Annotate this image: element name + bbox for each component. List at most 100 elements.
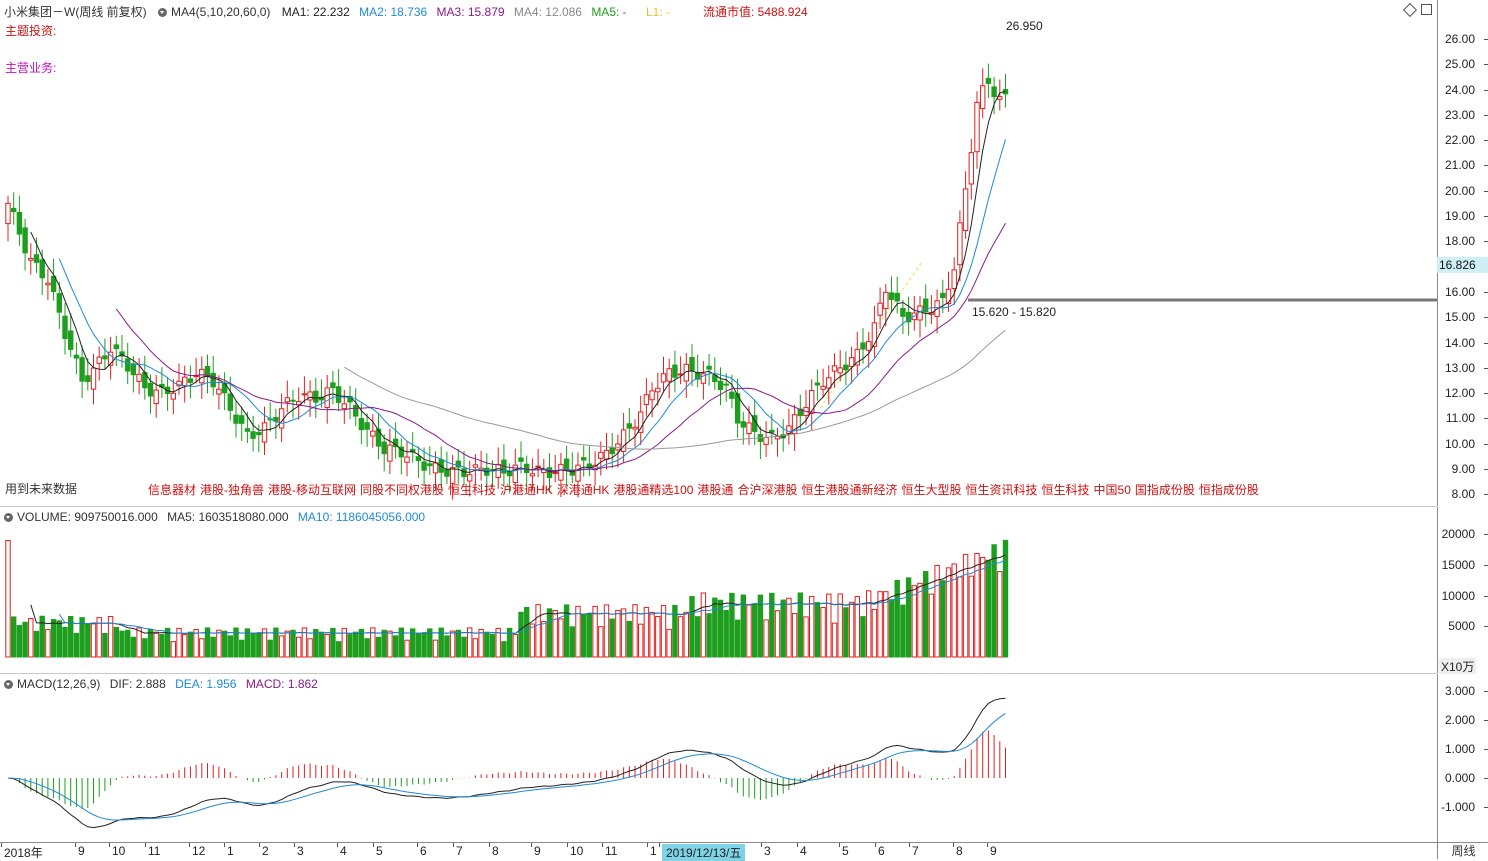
price-pane[interactable]: 小米集团－W(周线 前复权) MA4(5,10,20,60,0) MA1: 22… — [0, 0, 1437, 507]
concept-tag[interactable]: 恒指成份股 — [1198, 483, 1259, 497]
concept-strip: 信息器材 港股-独角兽 港股-移动互联网 同股不同权港股 恒生科技 沪港通HK 深港通HK 港… — [148, 481, 1263, 498]
volume-bar — [672, 604, 678, 658]
candle-body — [962, 188, 969, 231]
price-tick: 18.00 — [1444, 234, 1488, 249]
volume-bar — [820, 607, 826, 658]
concept-tag[interactable]: 同股不同权港股 — [360, 483, 445, 497]
concept-tag[interactable]: 国指成份股 — [1134, 483, 1195, 497]
candle-body — [837, 367, 843, 374]
volume-bar — [284, 630, 291, 658]
candle-body — [695, 371, 701, 380]
volume-bar — [923, 571, 929, 658]
concept-tag[interactable]: 深港通HK — [556, 483, 610, 497]
concept-tag[interactable]: 港股通精选100 — [613, 483, 694, 497]
volume-bar — [888, 599, 895, 658]
dropdown-icon[interactable] — [4, 680, 13, 689]
ma3-line — [115, 222, 1006, 472]
candle-body — [985, 77, 992, 84]
volume-bar — [335, 641, 342, 658]
volume-bar — [427, 628, 433, 658]
volume-bar — [569, 626, 575, 658]
volume-bar — [489, 634, 496, 658]
volume-bar — [769, 592, 775, 658]
volume-bar — [643, 606, 650, 658]
time-tick: 6 — [417, 843, 427, 858]
candle-body — [187, 378, 194, 383]
dropdown-icon[interactable] — [158, 8, 167, 17]
macd-chart[interactable] — [0, 674, 1437, 842]
volume-bar — [746, 604, 752, 658]
volume-bar — [615, 609, 621, 658]
candle-body — [90, 367, 97, 390]
volume-pane[interactable]: VOLUME: 909750016.000 MA5: 1603518080.00… — [0, 507, 1437, 674]
candle-body — [860, 342, 866, 350]
macd-pane[interactable]: MACD(12,26,9) DIF: 2.888 DEA: 1.956 MACD… — [0, 674, 1437, 842]
candle-body — [290, 399, 296, 402]
volume-bar — [341, 627, 348, 658]
candle-body — [421, 461, 427, 471]
candle-body — [563, 458, 570, 471]
ma2-value: MA2: 18.736 — [359, 5, 428, 19]
candle-body — [643, 394, 650, 405]
price-tick: 22.00 — [1444, 133, 1488, 148]
concept-tag[interactable]: 恒生大型股 — [901, 483, 962, 497]
dif-line — [7, 697, 1006, 829]
candle-body — [404, 456, 410, 463]
maximize-icon[interactable] — [1421, 4, 1432, 15]
candle-body — [467, 474, 473, 482]
volume-bar — [957, 576, 963, 658]
candle-body — [330, 382, 336, 389]
candle-body — [182, 376, 188, 387]
time-tick: 9 — [75, 843, 85, 858]
price-tick: 14.00 — [1444, 335, 1488, 350]
concept-tag[interactable]: 中国50 — [1093, 483, 1131, 497]
candle-body — [307, 391, 313, 401]
ma1-value: MA1: 22.232 — [281, 5, 350, 19]
volume-bar — [586, 613, 593, 658]
candle-body — [814, 382, 821, 386]
candle-body — [609, 447, 615, 455]
ma5-value: MA5: - — [591, 5, 627, 19]
volume-chart[interactable] — [0, 507, 1437, 673]
volume-bar — [740, 594, 746, 658]
candle-body — [826, 377, 832, 389]
candle-body — [113, 344, 119, 350]
volume-bar — [358, 629, 365, 658]
candle-body — [62, 315, 68, 339]
concept-tag[interactable]: 恒生科技 — [1041, 483, 1090, 497]
volume-bar — [193, 628, 199, 658]
dropdown-icon[interactable] — [4, 513, 13, 522]
candle-body — [444, 468, 450, 477]
concept-tag[interactable]: 合沪深港股 — [737, 483, 798, 497]
price-tick: 16.00 — [1444, 284, 1488, 299]
candlestick-chart[interactable] — [0, 0, 1437, 506]
volume-bar — [677, 616, 684, 658]
macd-tick: 0.000 — [1444, 771, 1488, 785]
price-tick: 11.00 — [1445, 411, 1488, 426]
concept-tag[interactable]: 恒生资讯科技 — [965, 483, 1038, 497]
volume-bar — [33, 630, 40, 658]
stock-title: 小米集团－W — [4, 5, 76, 19]
candle-body — [666, 368, 672, 382]
concept-tag[interactable]: 港股-独角兽 — [200, 483, 265, 497]
macd-header: MACD(12,26,9) DIF: 2.888 DEA: 1.956 MACD… — [4, 677, 318, 691]
volume-ma5: MA5: 1603518080.000 — [167, 510, 289, 524]
volume-bar — [484, 631, 490, 658]
concept-tag[interactable]: 恒生港股通新经济 — [801, 483, 898, 497]
volume-bar — [666, 628, 672, 658]
volume-bar — [392, 635, 399, 658]
concept-tag[interactable]: 港股-移动互联网 — [268, 483, 357, 497]
volume-bar — [518, 611, 524, 658]
candle-body — [581, 457, 587, 461]
concept-tag[interactable]: 港股通 — [697, 483, 734, 497]
concept-tag[interactable]: 信息器材 — [148, 483, 197, 497]
volume-bar — [307, 638, 313, 658]
candle-body — [923, 298, 929, 313]
candle-body — [261, 422, 268, 443]
ma-params[interactable]: MA4(5,10,20,60,0) — [171, 5, 271, 19]
candle-body — [199, 368, 205, 384]
volume-bar — [290, 629, 296, 658]
concept-tag[interactable]: 恒生科技 — [448, 483, 497, 497]
concept-tag[interactable]: 沪港通HK — [500, 483, 553, 497]
macd-label: MACD(12,26,9) — [17, 677, 101, 691]
